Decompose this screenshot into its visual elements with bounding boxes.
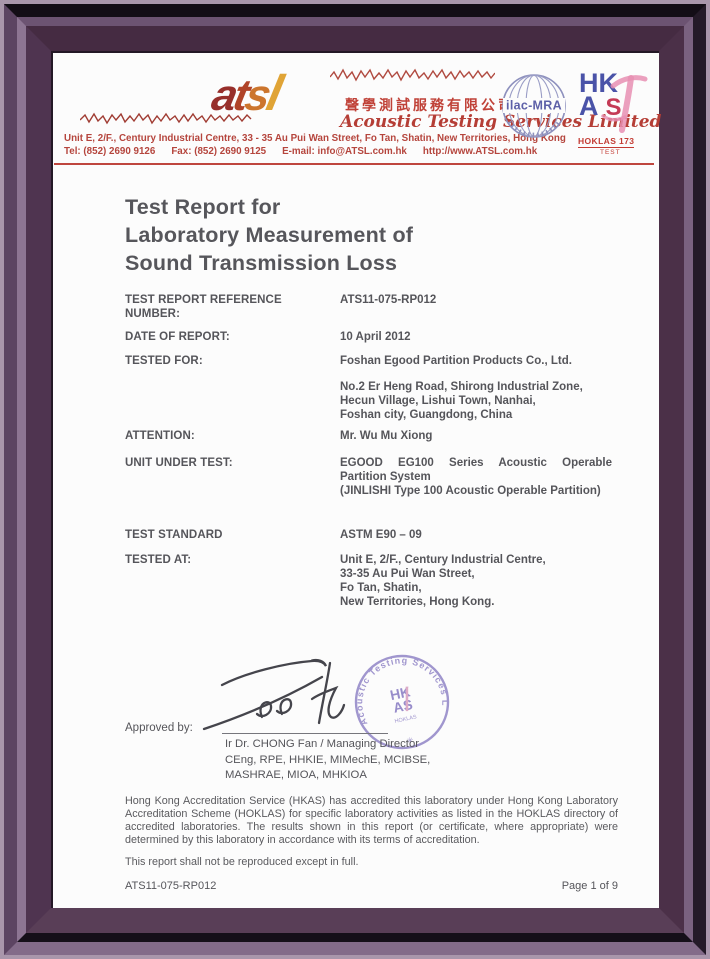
company-name-chinese: 聲學測試服務有限公司 <box>345 97 515 113</box>
approved-by-label: Approved by: <box>125 722 193 734</box>
letterhead: atsl 聲學測試服務有限公司 Acoustic Testing Service… <box>51 51 662 165</box>
field-tested-for-address: No.2 Er Heng Road, Shirong Industrial Zo… <box>340 381 583 421</box>
field-reference-number: TEST REPORT REFERENCE NUMBER: ATS11-075-… <box>125 294 437 320</box>
field-tested-for: TESTED FOR: Foshan Egood Partition Produ… <box>125 355 572 367</box>
picture-frame-band: atsl 聲學測試服務有限公司 Acoustic Testing Service… <box>4 4 706 955</box>
company-name-english: Acoustic Testing Services Limited <box>340 112 662 132</box>
page-number: Page 1 of 9 <box>561 880 618 892</box>
report-document: atsl 聲學測試服務有限公司 Acoustic Testing Service… <box>51 51 662 908</box>
ilac-mra-logo: ilac-MRA <box>502 74 566 138</box>
svg-text:ilac-MRA: ilac-MRA <box>506 99 562 113</box>
field-test-standard: TEST STANDARD ASTM E90 – 09 <box>125 529 422 541</box>
picture-frame-inner: atsl 聲學測試服務有限公司 Acoustic Testing Service… <box>26 26 684 933</box>
hkas-brush-stroke-icon <box>601 75 648 133</box>
signature-line <box>222 733 388 734</box>
svg-text:HOKLAS: HOKLAS <box>394 714 417 725</box>
svg-text:AS: AS <box>392 696 414 716</box>
field-unit-under-test: UNIT UNDER TEST: EGOOD EG100 Series Acou… <box>125 457 612 497</box>
approver-details: Ir Dr. CHONG Fan / Managing Director CEn… <box>225 738 431 781</box>
page-footer: ATS11-075-RP012 Page 1 of 9 <box>125 880 618 892</box>
atsl-logo: atsl <box>207 65 285 121</box>
reproduction-note: This report shall not be reproduced exce… <box>125 856 359 868</box>
waveform-icon <box>330 68 495 82</box>
picture-frame-bevel: atsl 聲學測試服務有限公司 Acoustic Testing Service… <box>17 17 693 942</box>
hoklas-accreditation-number: HOKLAS 173 <box>578 136 635 148</box>
company-address: Unit E, 2/F., Century Industrial Centre,… <box>64 133 566 144</box>
company-contact: Tel: (852) 2690 9126 Fax: (852) 2690 9125… <box>64 146 538 157</box>
field-tested-at: TESTED AT: Unit E, 2/F., Century Industr… <box>125 554 546 608</box>
field-attention: ATTENTION: Mr. Wu Mu Xiong <box>125 430 433 442</box>
svg-text:✳: ✳ <box>406 735 415 745</box>
footer-reference-number: ATS11-075-RP012 <box>125 880 217 892</box>
signature-icon <box>202 658 346 731</box>
field-date-of-report: DATE OF REPORT: 10 April 2012 <box>125 331 411 343</box>
waveform-icon <box>80 112 252 125</box>
accreditation-note: Hong Kong Accreditation Service (HKAS) h… <box>125 795 618 846</box>
report-title: Test Report for Laboratory Measurement o… <box>125 195 414 275</box>
signature-section: Acoustic Testing Services Limited ✳ HK A… <box>51 640 659 781</box>
header-divider <box>54 163 654 165</box>
